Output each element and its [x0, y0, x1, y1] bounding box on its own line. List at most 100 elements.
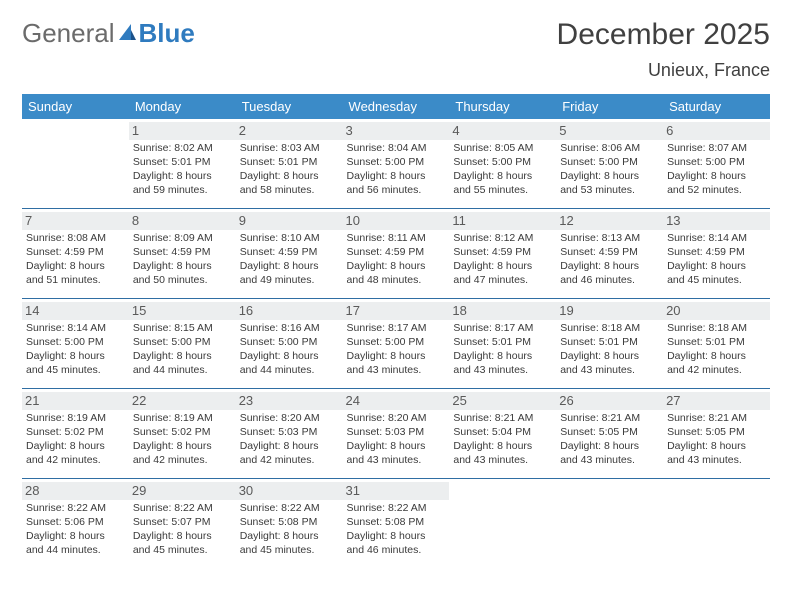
day-number: 5	[556, 122, 663, 140]
sunset-line: Sunset: 5:00 PM	[26, 336, 104, 348]
sunset-line: Sunset: 4:59 PM	[667, 246, 745, 258]
calendar-day-cell: 14Sunrise: 8:14 AMSunset: 5:00 PMDayligh…	[22, 299, 129, 389]
daylight-line: Daylight: 8 hours and 44 minutes.	[26, 530, 105, 556]
day-number: 8	[129, 212, 236, 230]
sunrise-line: Sunrise: 8:11 AM	[347, 232, 426, 244]
sunset-line: Sunset: 4:59 PM	[560, 246, 638, 258]
weekday-header-row: Sunday Monday Tuesday Wednesday Thursday…	[22, 94, 770, 119]
brand-sail-icon	[117, 18, 137, 49]
daylight-line: Daylight: 8 hours and 50 minutes.	[133, 260, 212, 286]
daylight-line: Daylight: 8 hours and 45 minutes.	[240, 530, 319, 556]
sunset-line: Sunset: 5:03 PM	[347, 426, 425, 438]
day-info: Sunrise: 8:17 AMSunset: 5:01 PMDaylight:…	[453, 322, 552, 377]
sunset-line: Sunset: 4:59 PM	[133, 246, 211, 258]
day-info: Sunrise: 8:13 AMSunset: 4:59 PMDaylight:…	[560, 232, 659, 287]
daylight-line: Daylight: 8 hours and 43 minutes.	[453, 440, 532, 466]
weekday-header: Monday	[129, 94, 236, 119]
day-number: 31	[343, 482, 450, 500]
sunrise-line: Sunrise: 8:22 AM	[26, 502, 106, 514]
day-info: Sunrise: 8:22 AMSunset: 5:07 PMDaylight:…	[133, 502, 232, 557]
sunrise-line: Sunrise: 8:18 AM	[560, 322, 640, 334]
calendar-day-cell: 7Sunrise: 8:08 AMSunset: 4:59 PMDaylight…	[22, 209, 129, 299]
day-number: 9	[236, 212, 343, 230]
brand-logo: General Blue	[22, 18, 195, 49]
sunset-line: Sunset: 5:00 PM	[560, 156, 638, 168]
day-number: 15	[129, 302, 236, 320]
sunset-line: Sunset: 5:00 PM	[347, 336, 425, 348]
calendar-day-cell: 3Sunrise: 8:04 AMSunset: 5:00 PMDaylight…	[343, 119, 450, 209]
sunset-line: Sunset: 5:01 PM	[667, 336, 745, 348]
sunset-line: Sunset: 5:07 PM	[133, 516, 211, 528]
day-info: Sunrise: 8:18 AMSunset: 5:01 PMDaylight:…	[560, 322, 659, 377]
day-info: Sunrise: 8:17 AMSunset: 5:00 PMDaylight:…	[347, 322, 446, 377]
daylight-line: Daylight: 8 hours and 46 minutes.	[347, 530, 426, 556]
calendar-day-cell: 24Sunrise: 8:20 AMSunset: 5:03 PMDayligh…	[343, 389, 450, 479]
calendar-week-row: 21Sunrise: 8:19 AMSunset: 5:02 PMDayligh…	[22, 389, 770, 479]
sunrise-line: Sunrise: 8:13 AM	[560, 232, 640, 244]
brand-part1: General	[22, 18, 115, 49]
day-info: Sunrise: 8:16 AMSunset: 5:00 PMDaylight:…	[240, 322, 339, 377]
calendar-day-cell: 6 Sunrise: 8:07 AMSunset: 5:00 PMDaylight…	[663, 119, 770, 209]
daylight-line: Daylight: 8 hours and 42 minutes.	[26, 440, 105, 466]
calendar-day-cell: 26Sunrise: 8:21 AMSunset: 5:05 PMDayligh…	[556, 389, 663, 479]
calendar-day-cell: 27 Sunrise: 8:21 AMSunset: 5:05 PMDayligh…	[663, 389, 770, 479]
calendar-day-cell: 23Sunrise: 8:20 AMSunset: 5:03 PMDayligh…	[236, 389, 343, 479]
sunrise-line: Sunrise: 8:04 AM	[347, 142, 427, 154]
sunset-line: Sunset: 5:01 PM	[453, 336, 531, 348]
sunset-line: Sunset: 5:08 PM	[240, 516, 318, 528]
daylight-line: Daylight: 8 hours and 52 minutes.	[667, 170, 746, 196]
day-info: Sunrise: 8:07 AMSunset: 5:00 PMDaylight:…	[667, 142, 766, 197]
calendar-body: 1Sunrise: 8:02 AMSunset: 5:01 PMDaylight…	[22, 119, 770, 568]
daylight-line: Daylight: 8 hours and 42 minutes.	[133, 440, 212, 466]
sunset-line: Sunset: 5:05 PM	[560, 426, 638, 438]
sunrise-line: Sunrise: 8:21 AM	[667, 412, 747, 424]
daylight-line: Daylight: 8 hours and 43 minutes.	[453, 350, 532, 376]
day-info: Sunrise: 8:22 AMSunset: 5:08 PMDaylight:…	[347, 502, 446, 557]
sunset-line: Sunset: 5:03 PM	[240, 426, 318, 438]
daylight-line: Daylight: 8 hours and 43 minutes.	[347, 440, 426, 466]
sunrise-line: Sunrise: 8:06 AM	[560, 142, 640, 154]
sunset-line: Sunset: 5:02 PM	[133, 426, 211, 438]
sunset-line: Sunset: 5:00 PM	[240, 336, 318, 348]
calendar-day-cell: 11Sunrise: 8:12 AMSunset: 4:59 PMDayligh…	[449, 209, 556, 299]
day-number: 2	[236, 122, 343, 140]
daylight-line: Daylight: 8 hours and 48 minutes.	[347, 260, 426, 286]
day-info: Sunrise: 8:21 AMSunset: 5:05 PMDaylight:…	[560, 412, 659, 467]
daylight-line: Daylight: 8 hours and 42 minutes.	[667, 350, 746, 376]
daylight-line: Daylight: 8 hours and 59 minutes.	[133, 170, 212, 196]
day-number: 10	[343, 212, 450, 230]
weekday-header: Friday	[556, 94, 663, 119]
sunset-line: Sunset: 5:01 PM	[133, 156, 211, 168]
sunset-line: Sunset: 5:02 PM	[26, 426, 104, 438]
day-info: Sunrise: 8:20 AMSunset: 5:03 PMDaylight:…	[347, 412, 446, 467]
day-info: Sunrise: 8:19 AM Sunset: 5:02 PM Daylight:…	[133, 412, 232, 467]
sunrise-line: Sunrise: 8:16 AM	[240, 322, 320, 334]
calendar-day-cell	[22, 119, 129, 209]
calendar-day-cell: 17Sunrise: 8:17 AMSunset: 5:00 PMDayligh…	[343, 299, 450, 389]
sunrise-line: Sunrise: 8:19 AM	[133, 412, 213, 424]
day-info: Sunrise: 8:19 AMSunset: 5:02 PMDaylight:…	[26, 412, 125, 467]
sunrise-line: Sunrise: 8:02 AM	[133, 142, 213, 154]
calendar-day-cell: 31 Sunrise: 8:22 AMSunset: 5:08 PMDayligh…	[343, 479, 450, 569]
calendar-day-cell: 21Sunrise: 8:19 AMSunset: 5:02 PMDayligh…	[22, 389, 129, 479]
sunrise-line: Sunrise: 8:14 AM	[26, 322, 106, 334]
daylight-line: Daylight: 8 hours and 56 minutes.	[347, 170, 426, 196]
sunset-line: Sunset: 5:04 PM	[453, 426, 531, 438]
daylight-line: Daylight: 8 hours and 47 minutes.	[453, 260, 532, 286]
calendar-day-cell: 28Sunrise: 8:22 AMSunset: 5:06 PMDayligh…	[22, 479, 129, 569]
daylight-line: Daylight: 8 hours and 55 minutes.	[453, 170, 532, 196]
daylight-line: Daylight: 8 hours and 45 minutes.	[26, 350, 105, 376]
day-info: Sunrise: 8:21 AMSunset: 5:05 PMDaylight:…	[667, 412, 766, 467]
daylight-line: Daylight: 8 hours and 45 minutes.	[667, 260, 746, 286]
daylight-line: Daylight: 8 hours and 58 minutes.	[240, 170, 319, 196]
sunset-line: Sunset: 5:01 PM	[240, 156, 318, 168]
daylight-line: Daylight: 8 hours and 45 minutes.	[133, 530, 212, 556]
calendar-day-cell: 25Sunrise: 8:21 AMSunset: 5:04 PMDayligh…	[449, 389, 556, 479]
calendar-day-cell: 18Sunrise: 8:17 AMSunset: 5:01 PMDayligh…	[449, 299, 556, 389]
day-number: 27	[663, 392, 770, 410]
calendar-table: Sunday Monday Tuesday Wednesday Thursday…	[22, 94, 770, 568]
daylight-line: Daylight: 8 hours and 53 minutes.	[560, 170, 639, 196]
day-number: 6	[663, 122, 770, 140]
calendar-week-row: 14Sunrise: 8:14 AMSunset: 5:00 PMDayligh…	[22, 299, 770, 389]
sunrise-line: Sunrise: 8:15 AM	[133, 322, 213, 334]
